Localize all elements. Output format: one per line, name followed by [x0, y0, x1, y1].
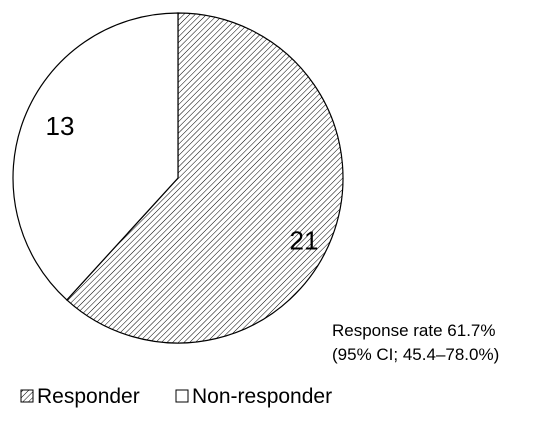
- pie-slice-non-responder: [12, 12, 179, 301]
- legend-swatch-non-responder: [175, 389, 189, 403]
- pie-slices: [12, 12, 344, 344]
- pie-label-responder: 21: [290, 225, 319, 255]
- legend: Responder Non-responder: [20, 385, 332, 408]
- response-rate-note: Response rate 61.7%: [332, 321, 496, 340]
- legend-swatch-responder: [20, 389, 34, 403]
- pie-slice-responder: [65, 12, 344, 344]
- legend-label-non-responder: Non-responder: [192, 385, 332, 408]
- pie-label-non-responder: 13: [46, 111, 75, 141]
- legend-label-responder: Responder: [37, 385, 140, 408]
- confidence-interval-note: (95% CI; 45.4–78.0%): [332, 345, 499, 364]
- pie-slice-labels: 21 13: [46, 111, 319, 255]
